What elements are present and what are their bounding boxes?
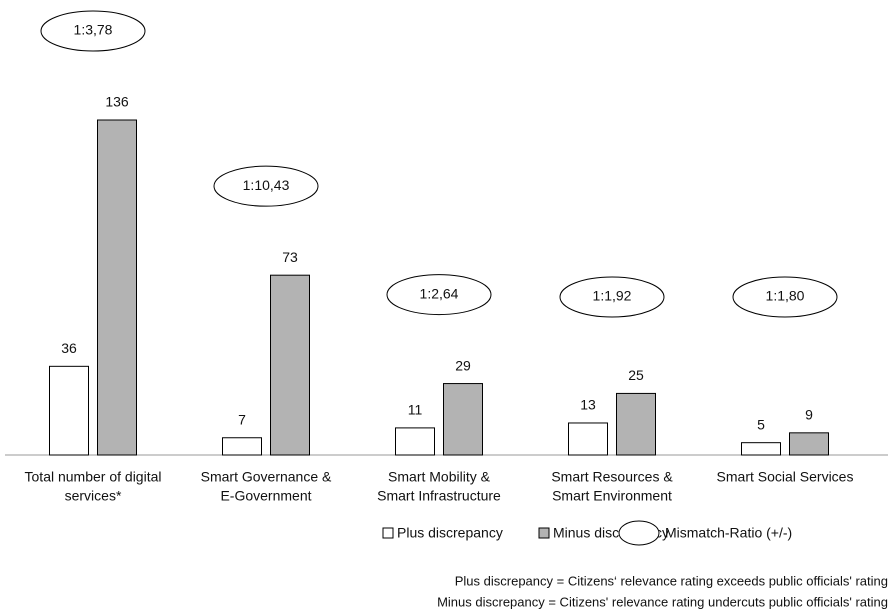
x-tick-label: Smart Resources & [551, 469, 673, 485]
x-tick-label: Total number of digital [25, 469, 162, 485]
bar [97, 119, 137, 456]
legend-label: Plus discrepancy [397, 525, 503, 541]
legend-ellipse [618, 520, 660, 546]
data-label: 36 [61, 340, 77, 356]
data-label: 29 [455, 357, 471, 373]
x-tick-label: Smart Infrastructure [377, 488, 501, 504]
legend-swatch [382, 527, 394, 539]
x-tick-label: Smart Social Services [717, 469, 854, 485]
data-label: 136 [105, 94, 129, 110]
bar [741, 442, 781, 456]
data-label: 73 [282, 249, 298, 265]
ratio-label: 1:10,43 [243, 177, 290, 193]
legend-swatch [538, 527, 550, 539]
bar [270, 274, 310, 456]
bar [616, 392, 656, 456]
ratio-label: 1:1,80 [766, 288, 805, 304]
bar [49, 365, 89, 456]
x-tick-label: Smart Mobility & [388, 469, 491, 485]
x-tick-label: Smart Environment [552, 488, 672, 504]
bar [222, 437, 262, 456]
data-label: 9 [805, 407, 813, 423]
ratio-label: 1:3,78 [74, 22, 113, 38]
legend-label: Mismatch-Ratio (+/-) [665, 525, 792, 541]
bar [395, 427, 435, 456]
bar [789, 432, 829, 456]
footnote: Minus discrepancy = Citizens' relevance … [437, 594, 888, 609]
x-tick-label: services* [65, 488, 122, 504]
data-label: 13 [580, 397, 596, 413]
ratio-ellipse [559, 276, 665, 318]
data-label: 5 [757, 416, 765, 432]
x-tick-label: E-Government [220, 488, 311, 504]
footnote: Plus discrepancy = Citizens‘ relevance r… [455, 573, 888, 588]
data-label: 11 [408, 402, 423, 418]
data-label: 25 [628, 367, 644, 383]
ratio-ellipse [732, 276, 838, 318]
ratio-ellipse [386, 274, 492, 316]
ratio-ellipse [40, 10, 146, 52]
bar [443, 383, 483, 456]
ratio-label: 1:2,64 [420, 285, 459, 301]
ratio-label: 1:1,92 [593, 288, 632, 304]
ratio-ellipse [213, 165, 319, 207]
bar [568, 422, 608, 456]
x-tick-label: Smart Governance & [201, 469, 332, 485]
data-label: 7 [238, 411, 246, 427]
